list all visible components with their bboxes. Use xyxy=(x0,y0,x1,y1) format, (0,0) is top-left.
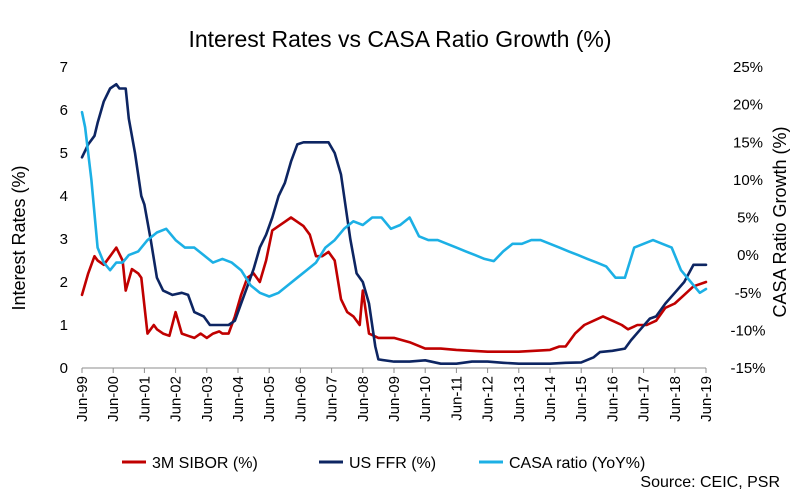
x-tick-label: Jun-18 xyxy=(667,376,684,422)
legend-label: US FFR (%) xyxy=(349,455,436,472)
x-tick-label: Jun-05 xyxy=(261,376,278,422)
x-tick-label: Jun-09 xyxy=(386,376,403,422)
right-tick-label: 20% xyxy=(733,97,763,114)
left-tick-label: 6 xyxy=(60,102,68,119)
x-tick-label: Jun-17 xyxy=(636,376,653,422)
series-line-1 xyxy=(80,82,708,366)
right-tick-label: 5% xyxy=(737,210,759,227)
x-tick-label: Jun-03 xyxy=(199,376,216,422)
y-axis-right-label: CASA Ratio Growth (%) xyxy=(770,126,790,317)
series-line-0 xyxy=(80,216,708,354)
x-tick-label: Jun-12 xyxy=(480,376,497,422)
right-tick-label: 15% xyxy=(733,134,763,151)
x-tick-label: Jun-19 xyxy=(698,376,715,422)
legend-label: CASA ratio (YoY%) xyxy=(509,455,645,472)
right-tick-label: -10% xyxy=(730,322,765,339)
x-tick-label: Jun-02 xyxy=(168,376,185,422)
right-tick-label: 25% xyxy=(733,59,763,76)
chart-title: Interest Rates vs CASA Ratio Growth (%) xyxy=(188,26,611,52)
legend: 3M SIBOR (%) US FFR (%) CASA ratio (YoY%) xyxy=(122,455,645,472)
right-axis-ticks: -15% -10% -5% 0% 5% 10% 15% 20% 25% xyxy=(730,59,765,377)
left-tick-label: 4 xyxy=(60,188,68,205)
right-tick-label: -15% xyxy=(730,360,765,377)
x-tick-label: Jun-99 xyxy=(74,376,91,422)
x-axis-ticks: Jun-99 Jun-00 Jun-01 Jun-02 Jun-03 Jun-04 Jun-… xyxy=(74,368,715,422)
source-note: Source: CEIC, PSR xyxy=(640,474,780,491)
legend-label: 3M SIBOR (%) xyxy=(152,455,258,472)
x-tick-label: Jun-15 xyxy=(573,376,590,422)
left-tick-label: 3 xyxy=(60,231,68,248)
series-line-2 xyxy=(80,110,708,298)
x-tick-label: Jun-14 xyxy=(542,376,559,422)
x-tick-label: Jun-01 xyxy=(136,376,153,422)
right-tick-label: 10% xyxy=(733,172,763,189)
left-tick-label: 0 xyxy=(60,360,68,377)
x-tick-label: Jun-04 xyxy=(230,376,247,422)
x-tick-label: Jun-00 xyxy=(105,376,122,422)
x-tick-label: Jun-10 xyxy=(417,376,434,422)
right-tick-label: -5% xyxy=(735,285,762,302)
left-axis-ticks: 0 1 2 3 4 5 6 7 xyxy=(60,59,68,377)
series-group xyxy=(80,82,708,366)
left-tick-label: 5 xyxy=(60,145,68,162)
left-tick-label: 7 xyxy=(60,59,68,76)
x-tick-label: Jun-06 xyxy=(292,376,309,422)
y-axis-left-label: Interest Rates (%) xyxy=(9,165,29,310)
x-tick-label: Jun-07 xyxy=(324,376,341,422)
right-tick-label: 0% xyxy=(737,247,759,264)
x-tick-label: Jun-11 xyxy=(448,376,465,421)
left-tick-label: 2 xyxy=(60,274,68,291)
x-tick-label: Jun-08 xyxy=(355,376,372,422)
x-tick-label: Jun-13 xyxy=(511,376,528,422)
x-tick-label: Jun-16 xyxy=(604,376,621,422)
left-tick-label: 1 xyxy=(60,317,68,334)
